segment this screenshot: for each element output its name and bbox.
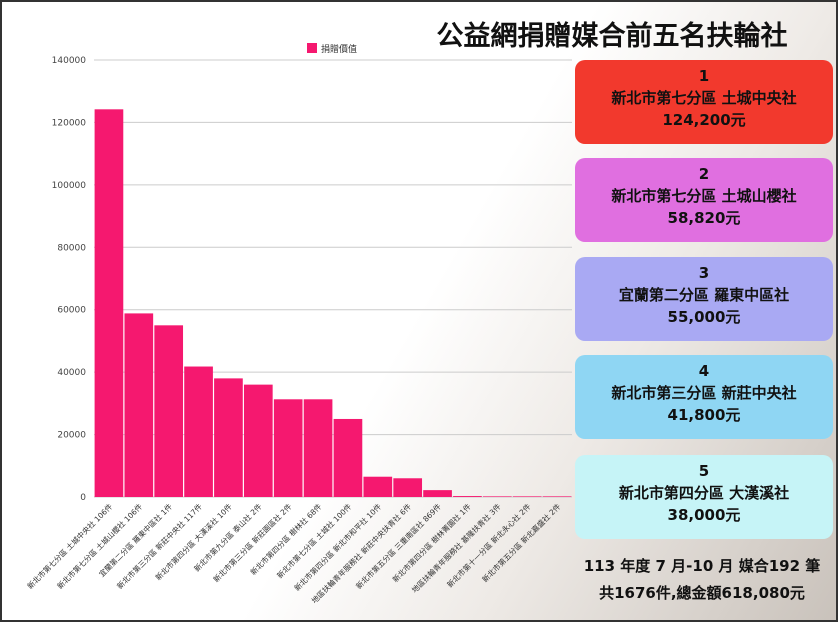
card-amount: 41,800元	[575, 404, 833, 426]
card-amount: 38,000元	[575, 504, 833, 526]
bar	[154, 325, 183, 497]
legend-label: 捐贈價值	[321, 43, 357, 55]
card-amount: 58,820元	[575, 207, 833, 229]
bar	[423, 490, 452, 497]
bar	[483, 496, 512, 497]
bar	[184, 367, 213, 497]
y-tick-label: 80000	[57, 243, 86, 253]
title: 公益網捐贈媒合前五名扶輪社	[402, 14, 822, 53]
page: 0 20000 40000 60000 80000 100000 120000 140000 捐…	[0, 0, 838, 622]
card-name: 宜蘭第二分區 羅東中區社	[575, 284, 833, 306]
y-tick-label: 120000	[52, 118, 87, 128]
card-name: 新北市第四分區 大漢溪社	[575, 482, 833, 504]
card-amount: 55,000元	[575, 306, 833, 328]
bar	[304, 399, 333, 497]
y-tick-label: 100000	[52, 181, 87, 191]
bar	[513, 496, 542, 497]
bar	[363, 477, 392, 497]
bar	[393, 478, 422, 497]
y-tick-label: 140000	[52, 56, 87, 66]
legend-swatch	[307, 43, 317, 53]
card-rank: 5	[575, 460, 833, 482]
card-name: 新北市第七分區 土城中央社	[575, 87, 833, 109]
bar	[95, 109, 124, 497]
card-rank: 2	[575, 163, 833, 185]
summary-line: 113 年度 7 月-10 月 媒合192 筆	[562, 555, 838, 576]
card-amount: 124,200元	[575, 109, 833, 131]
bar	[124, 313, 153, 497]
y-tick-label: 0	[80, 493, 86, 503]
card-rank: 3	[575, 262, 833, 284]
summary-line: 共1676件,總金額618,080元	[562, 582, 838, 603]
card-name: 新北市第三分區 新莊中央社	[575, 382, 833, 404]
y-tick-label: 40000	[57, 368, 86, 378]
y-tick-label: 20000	[57, 431, 86, 441]
bar	[214, 378, 243, 497]
bar	[543, 496, 572, 497]
bar	[334, 419, 363, 497]
bar	[274, 399, 303, 497]
card-rank: 4	[575, 360, 833, 382]
card-rank: 1	[575, 65, 833, 87]
card-name: 新北市第七分區 土城山櫻社	[575, 185, 833, 207]
bar	[244, 385, 273, 497]
bar	[453, 496, 482, 497]
y-tick-label: 60000	[57, 306, 86, 316]
